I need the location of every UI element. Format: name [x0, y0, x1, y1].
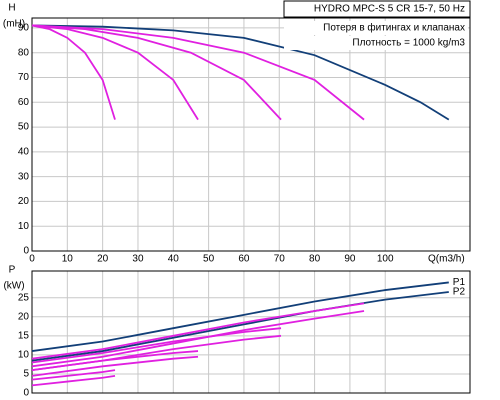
y-tick-label: 90	[18, 23, 30, 34]
annotation-bg	[284, 21, 468, 35]
y-tick-label: 0	[23, 388, 29, 399]
x-tick-label: 90	[344, 254, 356, 265]
x-tick-label: 80	[309, 254, 321, 265]
x-tick-label: 50	[203, 254, 215, 265]
plot-border	[31, 270, 471, 394]
x-tick-label: 60	[238, 254, 250, 265]
x-tick-label: 0	[29, 254, 35, 265]
y-tick-label: 60	[18, 97, 30, 108]
x-tick-label: 10	[62, 254, 74, 265]
y-tick-label: 40	[18, 146, 30, 157]
curve	[31, 24, 199, 121]
curve-label: P1	[453, 277, 466, 288]
y-tick-label: 70	[18, 72, 30, 83]
annotation: Плотность = 1000 kg/m3	[352, 38, 465, 49]
annotation: Потеря в фитингах и клапанах	[323, 22, 465, 34]
curve	[31, 291, 449, 362]
x-tick-label: 30	[132, 254, 144, 265]
curve	[31, 327, 282, 364]
plot-area	[32, 18, 470, 251]
y-axis-unit: (kW)	[3, 281, 24, 292]
curve	[31, 369, 116, 381]
y-tick-label: 25	[18, 292, 30, 303]
curve	[31, 355, 199, 377]
y-tick-label: 30	[18, 171, 30, 182]
y-tick-label: 10	[18, 350, 30, 361]
y-axis-unit: (mH)	[3, 19, 25, 30]
x-axis-label: Q(m3/h)	[428, 254, 465, 265]
x-tick-label: 100	[377, 254, 394, 265]
curve	[31, 24, 365, 121]
y-tick-label: 80	[18, 47, 30, 58]
annotation-bg	[284, 36, 468, 50]
y-tick-label: 20	[18, 196, 30, 207]
plot-border	[31, 17, 471, 252]
curve	[31, 302, 365, 360]
curve	[31, 24, 116, 120]
y-tick-label: 5	[23, 369, 29, 380]
x-tick-label: 70	[274, 254, 286, 265]
x-tick-label: 40	[168, 254, 180, 265]
y-tick-label: 50	[18, 122, 30, 133]
y-tick-label: 10	[18, 221, 30, 232]
title-box	[283, 0, 471, 18]
curve	[31, 281, 449, 352]
y-axis-label: H	[8, 3, 15, 14]
y-tick-label: 20	[18, 311, 30, 322]
y-tick-label: 15	[18, 330, 30, 341]
curve	[31, 24, 450, 121]
curve	[31, 350, 199, 372]
y-tick-label: 0	[23, 246, 29, 257]
y-axis-label: P	[9, 265, 16, 276]
chart-title: HYDRO MPC-S 5 CR 15-7, 50 Hz	[314, 4, 465, 15]
x-tick-label: 20	[97, 254, 109, 265]
curve-label: P2	[453, 287, 466, 298]
curve	[31, 374, 116, 387]
